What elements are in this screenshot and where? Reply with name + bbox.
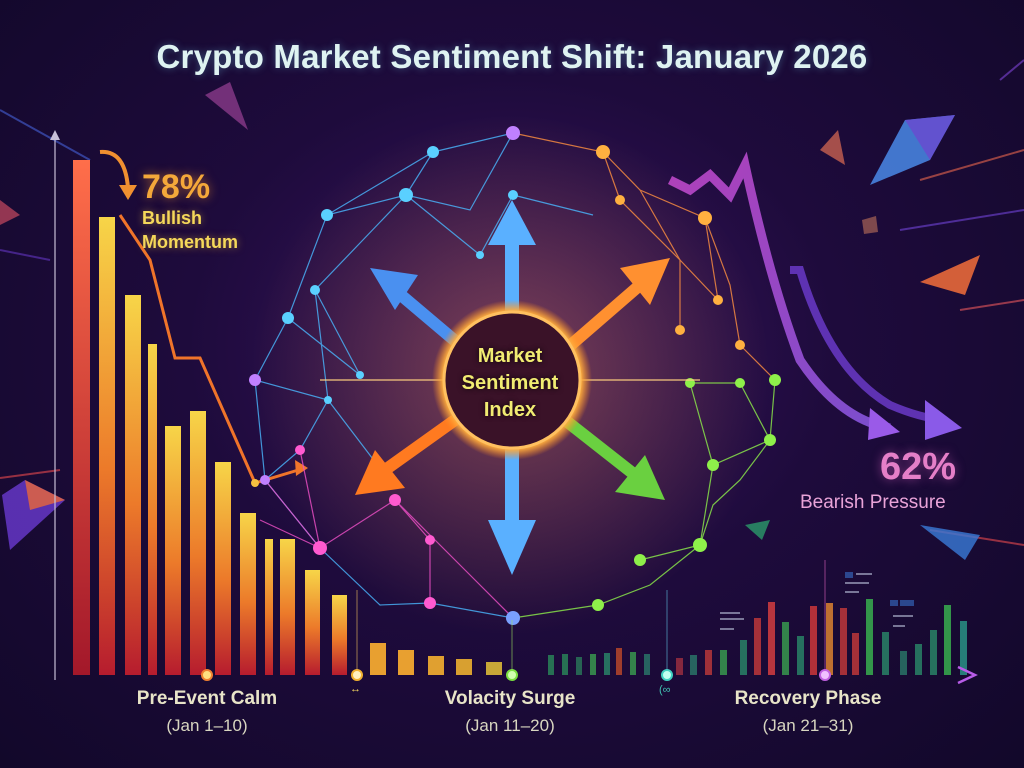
swap-arrows-icon: ↔ bbox=[350, 683, 361, 695]
phase-pre-event: Pre-Event Calm (Jan 1–10) bbox=[97, 688, 317, 736]
gem-shape bbox=[205, 82, 248, 130]
bullish-bars bbox=[73, 160, 502, 675]
sentiment-network bbox=[254, 132, 594, 619]
phase-range: (Jan 1–10) bbox=[166, 716, 248, 735]
phase-range: (Jan 11–20) bbox=[465, 716, 555, 735]
page-title: Crypto Market Sentiment Shift: January 2… bbox=[156, 38, 868, 75]
phase-name: Pre-Event Calm bbox=[136, 688, 278, 709]
phase-recovery: Recovery Phase (Jan 21–31) bbox=[698, 688, 918, 736]
bearish-arrow bbox=[667, 151, 891, 433]
sentiment-index-label: Market Sentiment Index bbox=[440, 343, 580, 424]
core-label-line1: Market bbox=[477, 345, 543, 367]
core-label-line3: Index bbox=[483, 399, 537, 421]
timeline-dots bbox=[201, 669, 831, 681]
bullish-percent: 78% bbox=[142, 168, 211, 206]
bearish-percent: 62% bbox=[880, 446, 957, 488]
bullish-label-line1: Bullish bbox=[142, 208, 203, 228]
recovery-bars bbox=[548, 599, 967, 675]
network-nodes bbox=[249, 126, 781, 625]
phase-name: Recovery Phase bbox=[734, 688, 882, 709]
bullish-label: Bullish Momentum bbox=[142, 206, 238, 254]
bullish-label-line2: Momentum bbox=[142, 232, 238, 252]
bearish-label: Bearish Pressure bbox=[800, 492, 946, 513]
mini-info-cards bbox=[720, 572, 914, 630]
infinity-icon: (∞ bbox=[659, 684, 671, 696]
core-label-line2: Sentiment bbox=[461, 372, 559, 394]
phase-name: Volacity Surge bbox=[444, 688, 576, 709]
phase-range: (Jan 21–31) bbox=[762, 716, 854, 735]
phase-volatility: Volacity Surge (Jan 11–20) bbox=[400, 688, 620, 736]
